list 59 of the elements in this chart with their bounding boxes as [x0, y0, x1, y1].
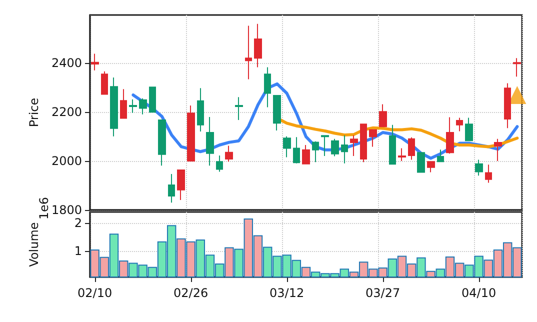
candlestick — [494, 138, 502, 162]
candlestick — [283, 136, 291, 158]
candlestick — [302, 144, 310, 164]
candlestick — [264, 66, 271, 108]
y-tick-label: 1 — [74, 244, 82, 258]
candlestick — [273, 94, 281, 132]
x-tick-label: 03/12 — [270, 286, 304, 300]
candlestick — [225, 145, 233, 162]
x-tick-label: 04/10 — [462, 286, 496, 300]
candlestick — [427, 161, 435, 173]
candlestick — [350, 134, 358, 157]
candlestick — [379, 104, 387, 128]
y-axis-title: Volume — [27, 222, 41, 267]
candlestick — [139, 98, 147, 115]
candlestick — [158, 119, 166, 166]
candlestick — [110, 77, 118, 137]
y-tick-label: 2000 — [51, 154, 82, 168]
x-tick-label: 02/10 — [78, 286, 112, 300]
candlestick — [408, 136, 415, 160]
candlestick — [187, 105, 195, 162]
y-tick-label: 1800 — [51, 203, 82, 217]
candlestick — [389, 124, 396, 165]
y-tick-label: 2400 — [51, 56, 82, 70]
candlestick — [129, 98, 137, 114]
x-tick-label: 03/27 — [366, 286, 400, 300]
x-tick-label: 02/26 — [174, 286, 208, 300]
candlestick — [254, 23, 262, 68]
candlestick — [417, 152, 425, 173]
candlestick — [312, 140, 319, 163]
candlestick — [504, 82, 511, 129]
candlestick — [91, 53, 99, 71]
candlestick — [465, 117, 473, 142]
candlestick — [341, 134, 348, 164]
y-axis-title: Price — [27, 98, 41, 128]
candlestick — [513, 58, 521, 78]
candlestick — [446, 116, 454, 154]
candlestick — [197, 88, 204, 132]
candlestick — [360, 124, 367, 163]
candlestick — [120, 88, 127, 119]
candlestick — [321, 134, 329, 157]
candlestick — [293, 136, 300, 164]
candlestick — [485, 164, 492, 184]
candlestick — [437, 149, 444, 162]
candlestick — [101, 70, 108, 95]
candlestick — [398, 148, 406, 162]
candlestick — [245, 25, 252, 80]
candlestick — [369, 129, 377, 148]
text: 1e6 — [37, 196, 51, 220]
candlestick — [331, 138, 339, 157]
candlestick — [475, 159, 483, 176]
y-tick-label: 2200 — [51, 104, 82, 119]
candlestick — [206, 116, 214, 166]
candlestick — [168, 173, 175, 204]
candlestick — [177, 170, 185, 200]
candlestick — [456, 117, 463, 132]
candlestick — [149, 86, 156, 113]
candlestick — [235, 96, 243, 120]
y-tick-label: 2 — [74, 216, 82, 230]
candlestick — [216, 155, 223, 172]
